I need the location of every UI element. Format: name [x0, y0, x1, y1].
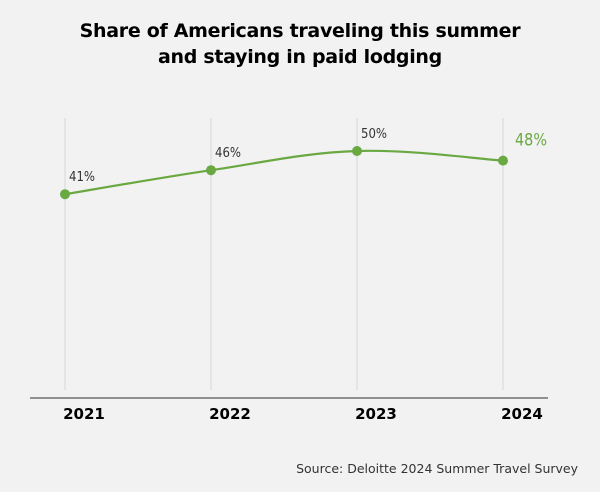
- data-label: 41%: [69, 169, 95, 185]
- data-label: 50%: [361, 126, 387, 142]
- data-point: [206, 165, 216, 176]
- data-point: [60, 189, 70, 200]
- x-tick-label: 2021: [63, 405, 105, 423]
- source-note: Source: Deloitte 2024 Summer Travel Surv…: [296, 461, 578, 476]
- x-tick-label: 2024: [501, 405, 543, 423]
- data-labels: 41% 46% 50% 48%: [69, 126, 547, 185]
- chart-title-line-1: Share of Americans traveling this summer: [79, 20, 521, 42]
- data-point: [498, 155, 508, 166]
- series-line: [64, 149, 504, 196]
- chart-title-line-2: and staying in paid lodging: [158, 46, 442, 68]
- chart-title: Share of Americans traveling this summer…: [0, 18, 600, 70]
- x-tick-label: 2023: [355, 405, 397, 423]
- data-point: [352, 146, 362, 156]
- data-label: 48%: [515, 131, 547, 151]
- x-tick-labels: 2021 2022 2023 2024: [63, 405, 543, 423]
- x-tick-label: 2022: [209, 405, 251, 423]
- data-label: 46%: [215, 145, 241, 161]
- data-points: [60, 146, 508, 200]
